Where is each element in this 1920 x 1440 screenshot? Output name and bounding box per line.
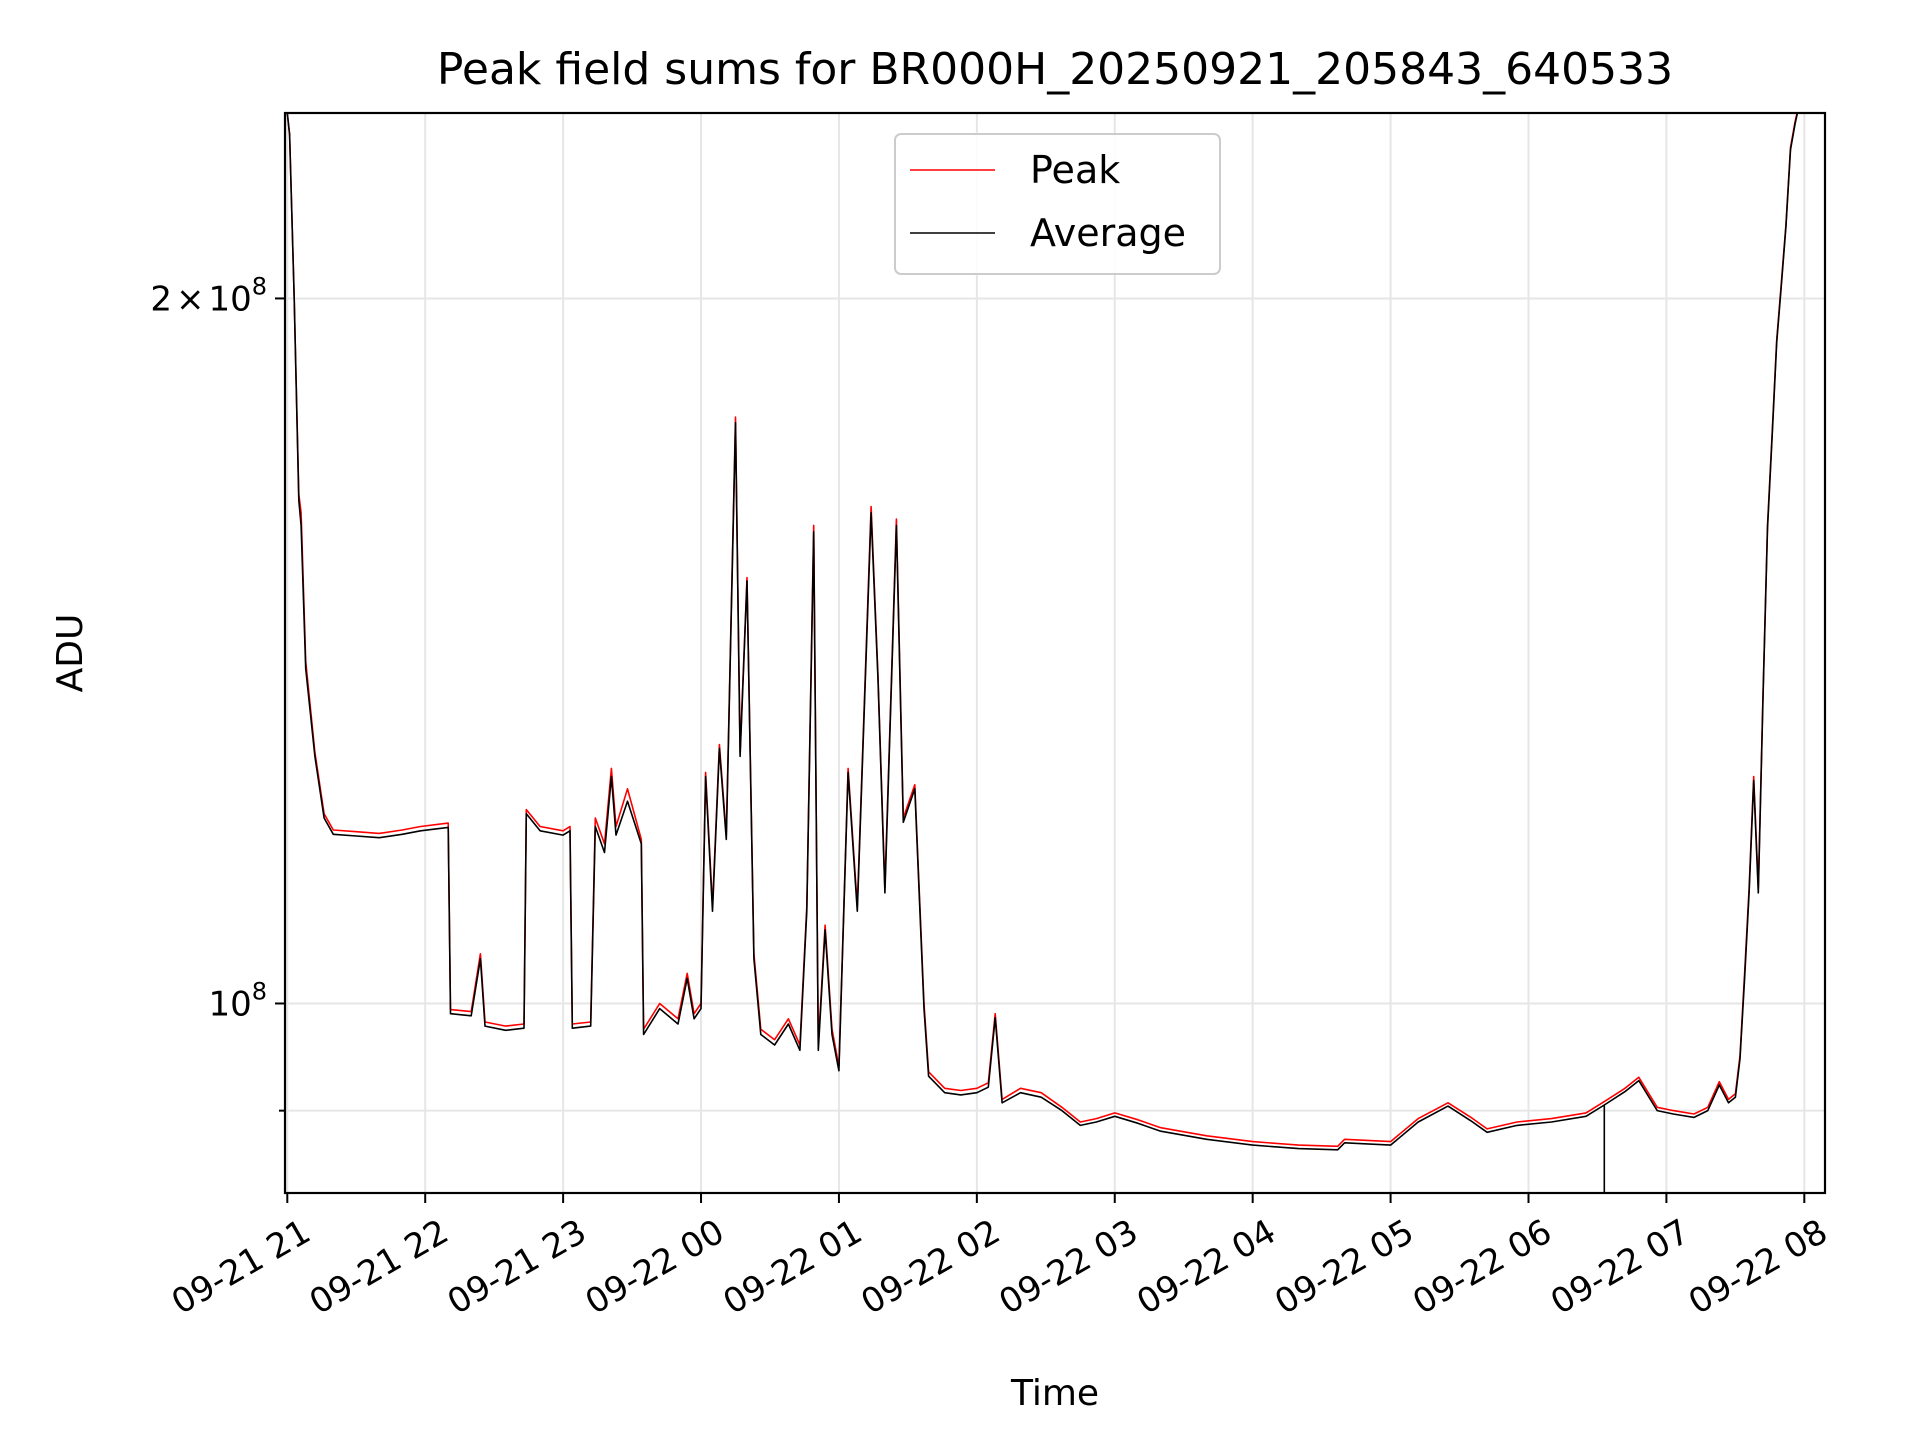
y-tick-base: 10 <box>208 984 251 1024</box>
plot-area <box>286 113 1799 1193</box>
axes-frame <box>283 111 1827 1195</box>
y-axis-label: ADU <box>50 614 91 693</box>
legend-label-peak: Peak <box>1030 148 1120 192</box>
grid-layer <box>285 113 1825 1193</box>
chart-title: Peak field sums for BR000H_20250921_2058… <box>437 44 1673 95</box>
y-tick-exponent: 8 <box>252 977 267 1005</box>
y-tick-label: 2 × 108 <box>150 272 267 319</box>
legend: Peak Average <box>894 133 1221 275</box>
y-tick-times: × <box>176 279 205 319</box>
x-axis-label: Time <box>1010 1373 1099 1414</box>
legend-label-average: Average <box>1030 211 1186 255</box>
y-tick-base: 10 <box>208 279 251 319</box>
legend-frame <box>894 133 1221 275</box>
y-tick-mantissa: 2 <box>150 279 172 319</box>
series-line-average <box>286 113 1799 1193</box>
y-tick-label: 108 <box>208 977 267 1024</box>
y-tick-exponent: 8 <box>252 272 267 300</box>
